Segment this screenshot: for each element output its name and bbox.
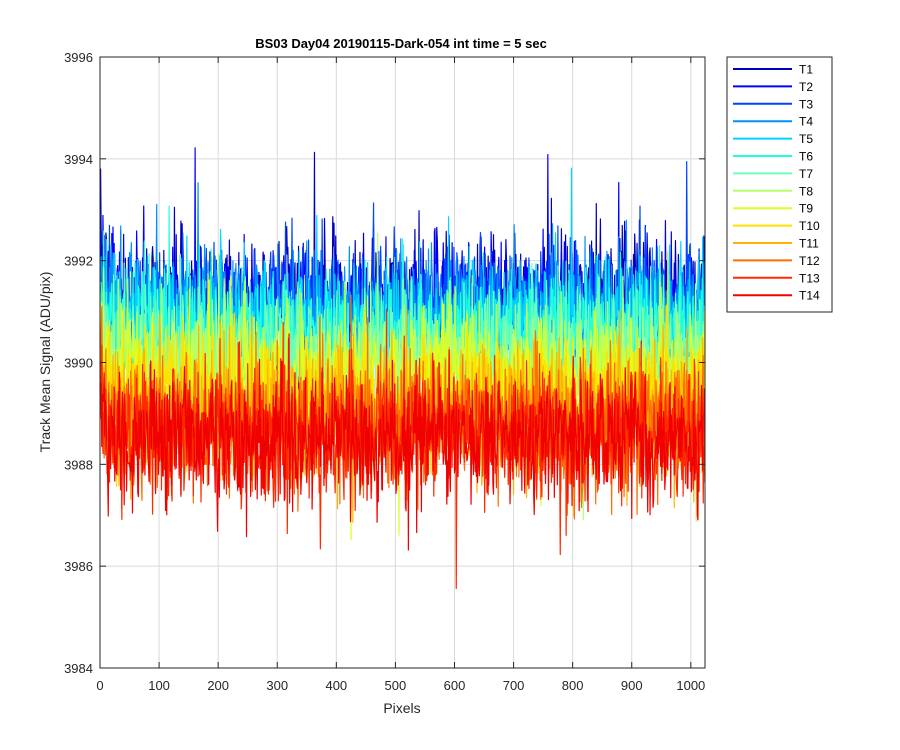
legend-box bbox=[726, 56, 833, 313]
x-tick-label: 0 bbox=[96, 678, 103, 693]
legend-label-t2: T2 bbox=[799, 80, 813, 94]
legend-label-t7: T7 bbox=[799, 167, 813, 181]
x-tick-label: 200 bbox=[207, 678, 229, 693]
y-tick-label: 3994 bbox=[64, 152, 93, 167]
x-tick-label: 700 bbox=[503, 678, 525, 693]
y-tick-label: 3986 bbox=[64, 559, 93, 574]
legend-label-t8: T8 bbox=[799, 184, 813, 198]
legend-label-t9: T9 bbox=[799, 202, 813, 216]
legend-label-t1: T1 bbox=[799, 63, 813, 77]
x-tick-label: 1000 bbox=[676, 678, 705, 693]
legend-label-t14: T14 bbox=[799, 289, 820, 303]
x-tick-label: 100 bbox=[148, 678, 170, 693]
x-axis: 0 100 200 300 400 500 600 700 800 900 1000 bbox=[96, 57, 705, 693]
legend: T1 T2 T3 T4 T5 T6 T7 T8 T9 T10 T11 T12 T13 T14 bbox=[726, 56, 833, 313]
legend-label-t12: T12 bbox=[799, 254, 820, 268]
x-tick-label: 300 bbox=[266, 678, 288, 693]
legend-label-t13: T13 bbox=[799, 271, 820, 285]
legend-label-t3: T3 bbox=[799, 97, 813, 111]
legend-label-t10: T10 bbox=[799, 219, 820, 233]
series-line-t14 bbox=[100, 333, 705, 551]
x-axis-label: Pixels bbox=[383, 700, 420, 716]
y-tick-label: 3992 bbox=[64, 254, 93, 269]
y-tick-label: 3996 bbox=[64, 50, 93, 65]
legend-label-t4: T4 bbox=[799, 115, 813, 129]
y-axis-label: Track Mean Signal (ADU/pix) bbox=[37, 272, 53, 453]
x-tick-label: 500 bbox=[385, 678, 407, 693]
x-tick-label: 900 bbox=[621, 678, 643, 693]
y-tick-label: 3984 bbox=[64, 661, 93, 676]
x-tick-label: 600 bbox=[444, 678, 466, 693]
legend-label-t11: T11 bbox=[799, 237, 819, 251]
legend-label-t5: T5 bbox=[799, 132, 813, 146]
y-tick-label: 3990 bbox=[64, 356, 93, 371]
y-tick-label: 3988 bbox=[64, 457, 93, 472]
y-axis: 3984 3986 3988 3990 3992 3994 3996 bbox=[64, 50, 705, 676]
legend-label-t6: T6 bbox=[799, 150, 813, 164]
chart-title: BS03 Day04 20190115-Dark-054 int time = … bbox=[255, 36, 547, 51]
x-tick-label: 400 bbox=[325, 678, 347, 693]
plot-area bbox=[100, 147, 705, 590]
x-tick-label: 800 bbox=[562, 678, 584, 693]
